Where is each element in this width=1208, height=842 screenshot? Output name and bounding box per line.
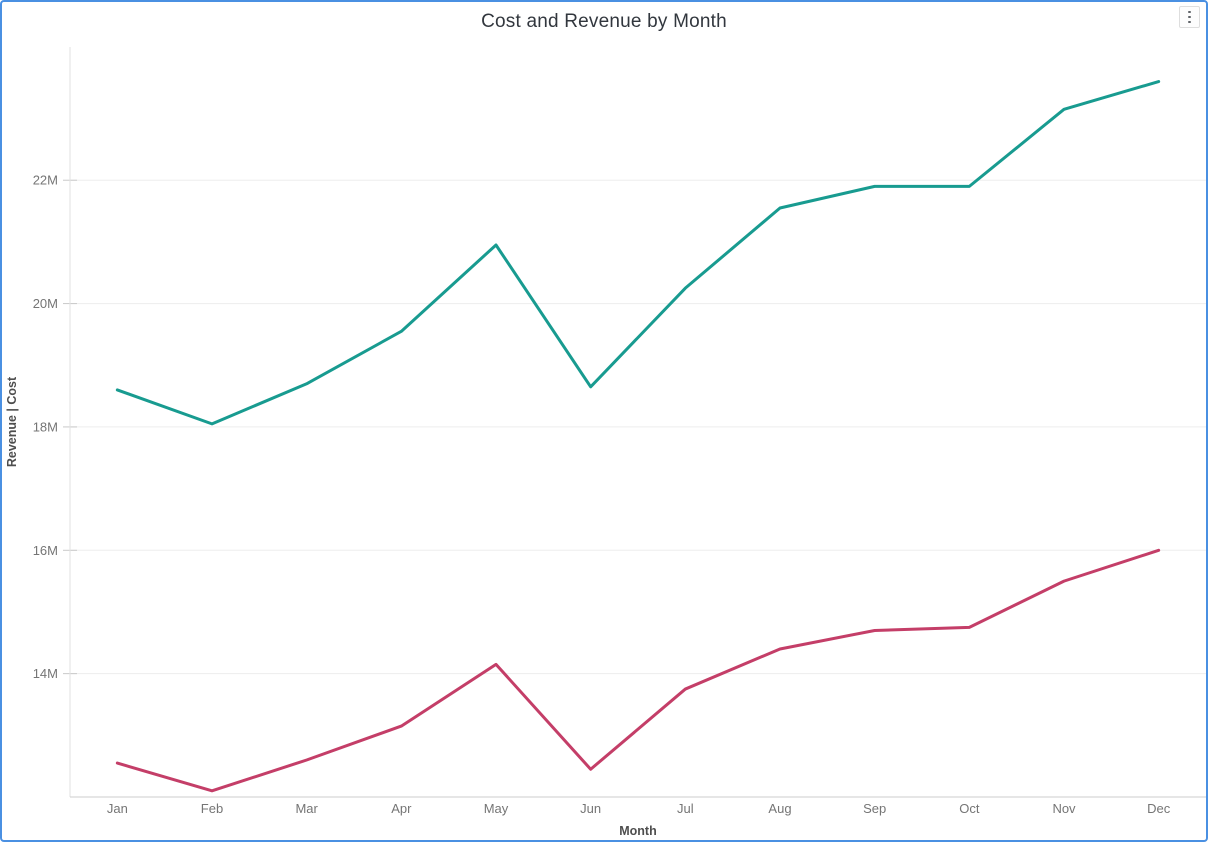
more-options-button[interactable] bbox=[1179, 6, 1200, 28]
vertical-ellipsis-icon bbox=[1188, 10, 1191, 24]
series-line-cost[interactable] bbox=[115, 548, 1161, 793]
y-tick-label: 16M bbox=[33, 543, 58, 558]
ellipsis-dot bbox=[1188, 15, 1191, 19]
x-tick-label: Aug bbox=[768, 801, 791, 816]
y-tick-label: 14M bbox=[33, 666, 58, 681]
x-tick-label: Feb bbox=[201, 801, 223, 816]
y-tick-label: 20M bbox=[33, 296, 58, 311]
x-tick-label: Dec bbox=[1147, 801, 1171, 816]
y-axis-title: Revenue | Cost bbox=[5, 376, 19, 467]
x-axis-title: Month bbox=[619, 824, 656, 838]
y-tick-label: 18M bbox=[33, 419, 58, 434]
ellipsis-dot bbox=[1188, 10, 1191, 14]
x-tick-label: May bbox=[484, 801, 509, 816]
x-tick-label: Jan bbox=[107, 801, 128, 816]
ellipsis-dot bbox=[1188, 20, 1191, 24]
y-tick-label: 22M bbox=[33, 173, 58, 188]
x-tick-label: Mar bbox=[295, 801, 318, 816]
x-tick-label: Oct bbox=[959, 801, 980, 816]
series-line-revenue[interactable] bbox=[115, 80, 1161, 426]
chart-title: Cost and Revenue by Month bbox=[481, 11, 727, 32]
x-tick-label: Jun bbox=[580, 801, 601, 816]
x-tick-label: Apr bbox=[391, 801, 412, 816]
x-tick-label: Sep bbox=[863, 801, 886, 816]
x-tick-label: Nov bbox=[1052, 801, 1076, 816]
x-tick-label: Jul bbox=[677, 801, 694, 816]
